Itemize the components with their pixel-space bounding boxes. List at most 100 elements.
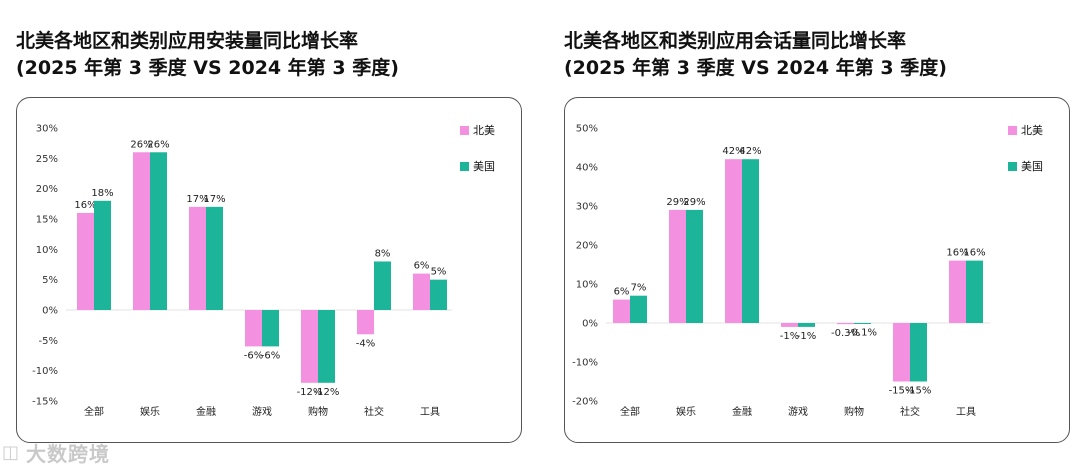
chart-card	[16, 97, 522, 443]
y-tick-label: 30%	[36, 124, 58, 135]
bar-north-america	[669, 209, 686, 323]
legend-label: 北美	[1021, 124, 1043, 137]
y-tick-label: 50%	[576, 124, 598, 135]
y-tick-label: -20%	[572, 397, 598, 408]
bar-usa	[94, 200, 111, 310]
chart-title-line2: (2025 年第 3 季度 VS 2024 年第 3 季度)	[564, 57, 947, 79]
bar-north-america	[245, 310, 262, 347]
y-tick-label: 0%	[582, 319, 598, 330]
y-tick-label: 5%	[42, 275, 58, 286]
y-tick-label: -10%	[572, 358, 598, 369]
install-growth-chart: 30% 25% 20% 15% 10% 5% 0% -5% -10% -15% 16%18% 全部 26…	[32, 124, 452, 418]
data-label: 8%	[375, 248, 391, 259]
x-tick-label: 社交	[900, 405, 920, 418]
bar-usa	[318, 310, 335, 383]
x-tick-label: 工具	[956, 406, 976, 418]
data-label: -1%	[780, 331, 799, 342]
legend-label: 美国	[473, 160, 495, 173]
x-tick-label: 娱乐	[140, 405, 160, 418]
chart-title-line1: 北美各地区和类别应用安装量同比增长率	[16, 30, 359, 52]
data-label: -0.3%	[831, 328, 860, 339]
chart-card	[564, 97, 1070, 443]
wechat-logo-icon: ◫	[2, 442, 21, 463]
y-tick-label: -5%	[39, 336, 58, 347]
y-tick-label: 25%	[36, 154, 58, 165]
bar-north-america	[893, 323, 910, 382]
y-tick-label: -15%	[32, 397, 58, 408]
data-label: -4%	[356, 338, 375, 349]
x-tick-label: 全部	[620, 405, 640, 418]
bar-usa	[742, 159, 759, 323]
bar-usa	[374, 261, 391, 310]
bar-north-america	[725, 159, 742, 323]
legend-swatch-north-america	[460, 125, 469, 135]
data-label: 16%	[74, 200, 96, 211]
y-tick-label: 15%	[36, 215, 58, 226]
bar-usa	[150, 152, 167, 310]
data-label: 17%	[186, 194, 208, 205]
y-tick-label: 30%	[576, 202, 598, 213]
legend-item-usa: 美国	[1008, 158, 1043, 174]
session-growth-panel: 北美各地区和类别应用会话量同比增长率 (2025 年第 3 季度 VS 2024…	[548, 0, 1070, 469]
data-label: 6%	[414, 261, 430, 272]
data-label: -1%	[797, 331, 816, 342]
x-tick-label: 社交	[364, 405, 384, 418]
chart-title: 北美各地区和类别应用安装量同比增长率 (2025 年第 3 季度 VS 2024…	[16, 28, 516, 82]
data-label: 18%	[91, 188, 113, 199]
legend-swatch-usa	[1008, 161, 1017, 171]
x-tick-label: 全部	[84, 405, 104, 418]
bar-north-america	[837, 323, 854, 325]
data-label: 26%	[130, 139, 152, 150]
data-label: -15%	[889, 386, 915, 397]
bar-usa	[854, 323, 871, 324]
watermark-text: 大数跨境	[26, 442, 111, 466]
y-tick-label: 40%	[576, 163, 598, 174]
chart-title-line2: (2025 年第 3 季度 VS 2024 年第 3 季度)	[16, 57, 399, 79]
y-tick-label: 20%	[36, 184, 58, 195]
bar-north-america	[189, 206, 206, 310]
data-label: 42%	[739, 146, 761, 157]
bar-north-america	[77, 212, 94, 310]
bar-usa	[686, 209, 703, 323]
session-growth-chart: 50% 40% 30% 20% 10% 0% -10% -20% 6% 7% 全部 29%29% 娱乐 4…	[572, 124, 990, 418]
x-tick-label: 娱乐	[676, 405, 696, 418]
chart-title: 北美各地区和类别应用会话量同比增长率 (2025 年第 3 季度 VS 2024…	[564, 28, 1064, 82]
x-tick-label: 购物	[844, 405, 864, 418]
data-label: -0.1%	[848, 327, 877, 338]
bar-north-america	[781, 323, 798, 327]
data-label: 7%	[631, 283, 647, 294]
y-tick-label: 0%	[42, 306, 58, 317]
data-label: 6%	[614, 287, 630, 298]
bar-usa	[262, 310, 279, 347]
data-label: 16%	[963, 248, 985, 259]
bar-north-america	[613, 299, 630, 323]
bar-usa	[206, 206, 223, 310]
y-tick-label: 20%	[576, 241, 598, 252]
bar-north-america	[301, 310, 318, 383]
data-label: 29%	[683, 197, 705, 208]
x-tick-label: 工具	[420, 406, 440, 418]
legend-item-north-america: 北美	[1008, 122, 1043, 138]
data-label: -6%	[261, 350, 280, 361]
x-tick-label: 购物	[308, 405, 328, 418]
legend-label: 美国	[1021, 160, 1043, 173]
bar-north-america	[357, 310, 374, 335]
bar-north-america	[133, 152, 150, 310]
watermark: ◫ 大数跨境	[2, 438, 110, 467]
data-label: 26%	[147, 139, 169, 150]
legend-item-north-america: 北美	[460, 122, 495, 138]
legend-item-usa: 美国	[460, 158, 495, 174]
data-label: -15%	[906, 386, 932, 397]
install-growth-panel: 北美各地区和类别应用安装量同比增长率 (2025 年第 3 季度 VS 2024…	[0, 0, 522, 469]
legend-label: 北美	[473, 124, 495, 137]
data-label: 29%	[666, 197, 688, 208]
data-label: -6%	[244, 350, 263, 361]
y-tick-label: 10%	[576, 280, 598, 291]
legend-swatch-north-america	[1008, 125, 1017, 135]
bar-usa	[430, 279, 447, 310]
chart-title-line1: 北美各地区和类别应用会话量同比增长率	[564, 30, 907, 52]
data-label: 16%	[946, 248, 968, 259]
y-tick-label: 10%	[36, 245, 58, 256]
data-label: 42%	[722, 146, 744, 157]
x-tick-label: 金融	[196, 405, 216, 418]
